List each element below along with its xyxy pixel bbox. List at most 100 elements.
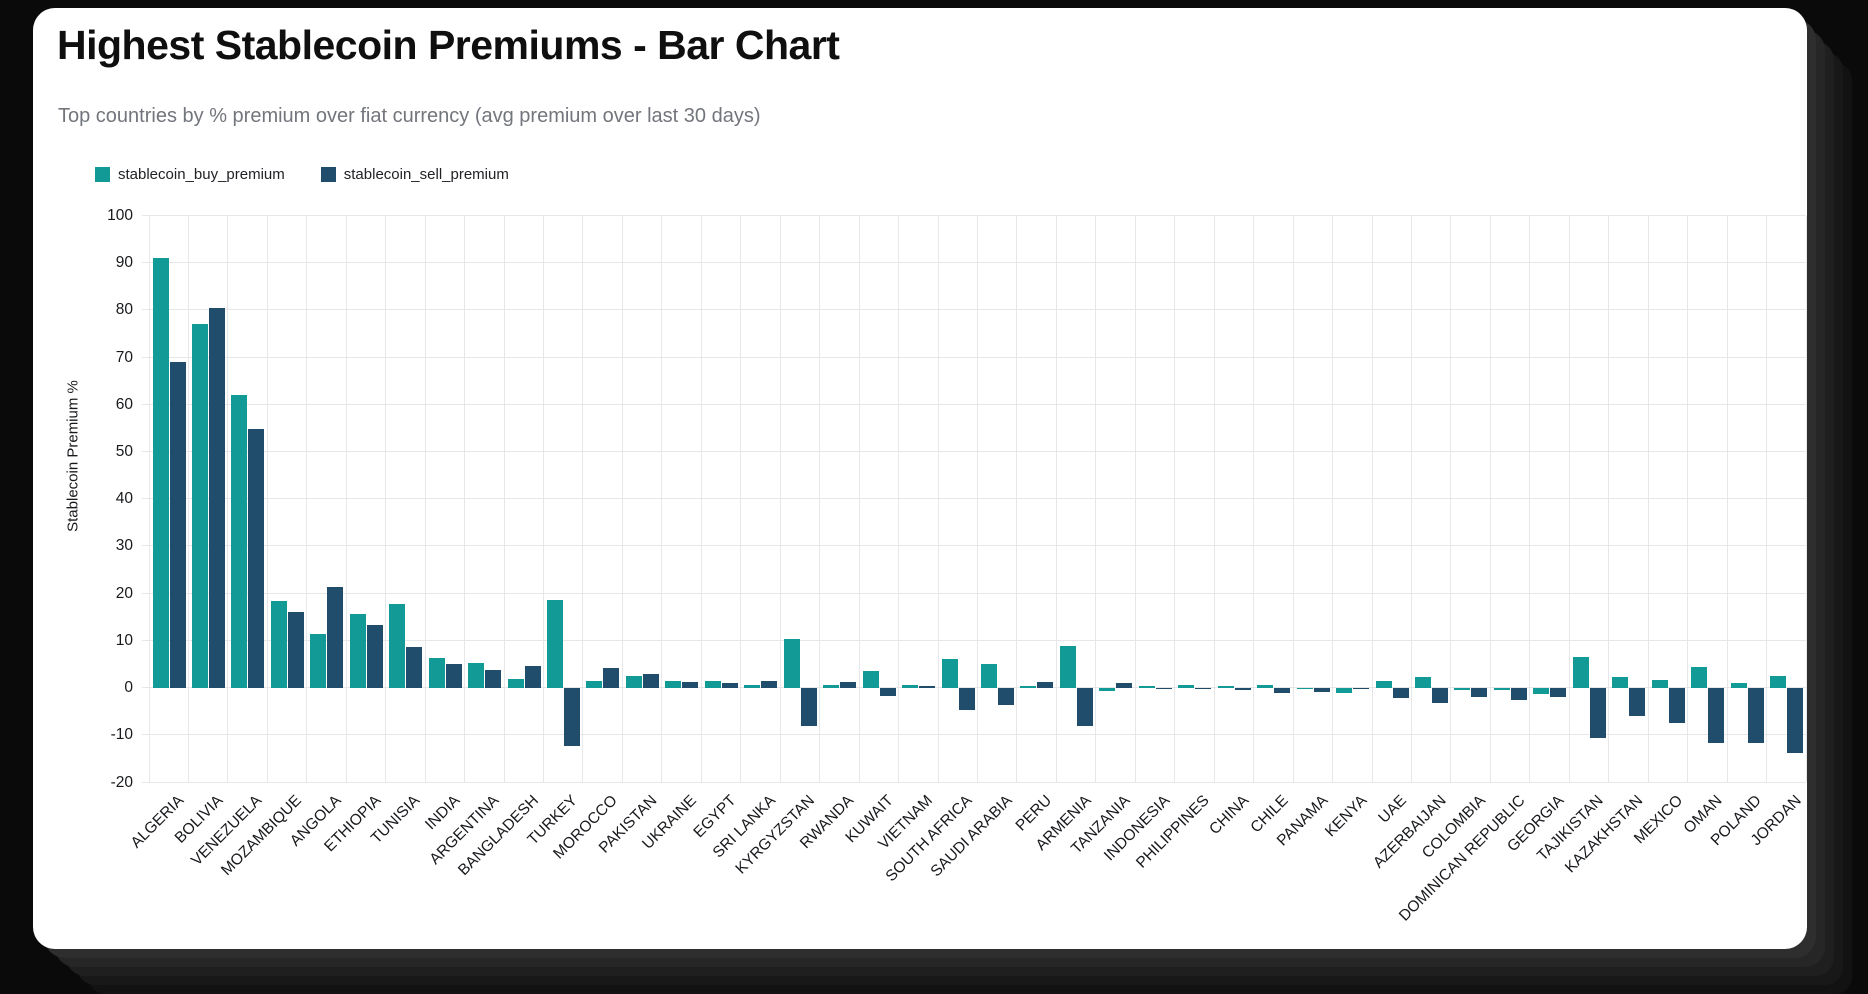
gridline-v-4 — [306, 215, 308, 782]
y-tick-label-40: 40 — [115, 490, 133, 508]
y-tick-mark-50 — [142, 451, 149, 453]
y-tick-mark-30 — [142, 545, 149, 547]
bar-buy-algeria — [152, 257, 169, 688]
gridline-v-39 — [1687, 215, 1689, 782]
bar-buy-philippines — [1178, 684, 1195, 688]
bar-chart: Stablecoin Premium % -20 -10 0 10 20 30 40 50 60… — [33, 8, 1807, 949]
gridline-v-29 — [1292, 215, 1294, 782]
legend-swatch-buy-icon — [95, 167, 110, 182]
bar-buy-jordan — [1770, 675, 1787, 688]
bar-buy-dominican-republic — [1493, 687, 1510, 690]
gridline-v-41 — [1766, 215, 1768, 782]
bar-sell-panama — [1313, 687, 1330, 693]
y-tick-label-60: 60 — [115, 395, 133, 413]
bar-buy-azerbaijan — [1414, 677, 1431, 688]
bar-sell-argentina — [485, 669, 502, 688]
bar-buy-india — [428, 658, 445, 688]
x-label-kenya: KENYA — [1321, 792, 1371, 841]
bar-sell-kyrgyzstan — [800, 687, 817, 726]
bar-sell-china — [1234, 687, 1251, 691]
bar-buy-tunisia — [389, 603, 406, 688]
gridline-v-26 — [1174, 215, 1176, 782]
y-tick-label-90: 90 — [115, 254, 133, 272]
y-tick-mark-70 — [142, 356, 149, 358]
legend-item-sell-premium[interactable]: stablecoin_sell_premium — [320, 166, 509, 183]
legend-swatch-sell-icon — [320, 167, 336, 182]
bar-buy-panama — [1296, 687, 1313, 689]
bar-buy-kazakhstan — [1612, 676, 1629, 688]
bar-buy-tajikistan — [1572, 656, 1589, 688]
bar-sell-mozambique — [287, 612, 304, 688]
bar-sell-jordan — [1787, 687, 1804, 754]
bar-sell-ethiopia — [366, 625, 383, 688]
chart-subtitle: Top countries by % premium over fiat cur… — [58, 105, 761, 127]
bar-sell-tunisia — [406, 646, 423, 688]
bar-buy-bolivia — [191, 324, 208, 688]
bar-buy-kyrgyzstan — [783, 639, 800, 688]
bar-buy-egypt — [704, 681, 721, 688]
y-tick-label--10: -10 — [110, 726, 133, 744]
y-tick-label-20: 20 — [115, 584, 133, 602]
bar-sell-rwanda — [840, 681, 857, 688]
y-tick-label-50: 50 — [115, 443, 133, 461]
y-tick-label-70: 70 — [115, 348, 133, 366]
gridline-v-16 — [779, 215, 781, 782]
bar-buy-tanzania — [1099, 687, 1116, 691]
bar-sell-indonesia — [1155, 687, 1172, 689]
gridline-v-5 — [345, 215, 347, 782]
bar-sell-egypt — [721, 683, 738, 688]
bar-buy-kenya — [1336, 687, 1353, 693]
gridline-v-38 — [1647, 215, 1649, 782]
bar-sell-georgia — [1550, 687, 1567, 698]
gridline-v-27 — [1213, 215, 1215, 782]
gridline-v-31 — [1371, 215, 1373, 782]
bar-buy-ethiopia — [349, 614, 366, 688]
gridline-v-1 — [187, 215, 189, 782]
gridline-v-17 — [819, 215, 821, 782]
bar-buy-turkey — [547, 599, 564, 688]
bar-buy-morocco — [586, 680, 603, 688]
bar-sell-bangladesh — [524, 665, 541, 688]
gridline-h--20 — [149, 781, 1806, 783]
bar-sell-uae — [1392, 687, 1409, 698]
y-tick-mark-90 — [142, 262, 149, 264]
bar-buy-rwanda — [823, 685, 840, 688]
bar-buy-bangladesh — [507, 679, 524, 688]
bar-sell-india — [445, 663, 462, 688]
bar-sell-kenya — [1353, 687, 1370, 689]
bar-sell-peru — [1037, 681, 1054, 688]
gridline-v-9 — [503, 215, 505, 782]
bar-buy-sri-lanka — [744, 684, 761, 688]
gridline-v-7 — [424, 215, 426, 782]
gridline-v-8 — [464, 215, 466, 782]
y-tick-mark--20 — [142, 781, 149, 783]
gridline-v-32 — [1410, 215, 1412, 782]
bar-sell-vietnam — [919, 685, 936, 688]
bar-sell-kuwait — [879, 687, 896, 697]
gridline-v-40 — [1726, 215, 1728, 782]
bar-sell-poland — [1747, 687, 1764, 744]
y-tick-mark-80 — [142, 309, 149, 311]
bar-sell-sri-lanka — [761, 681, 778, 688]
y-tick-mark--10 — [142, 734, 149, 736]
gridline-v-30 — [1332, 215, 1334, 782]
gridline-v-23 — [1055, 215, 1057, 782]
gridline-v-18 — [858, 215, 860, 782]
bar-buy-peru — [1020, 686, 1037, 688]
legend-label-buy: stablecoin_buy_premium — [118, 166, 285, 183]
bar-buy-angola — [310, 634, 327, 688]
gridline-v-20 — [937, 215, 939, 782]
gridline-v-37 — [1608, 215, 1610, 782]
bar-buy-kuwait — [862, 671, 879, 688]
gridline-v-0 — [148, 215, 150, 782]
bar-sell-morocco — [603, 667, 620, 688]
bar-buy-mexico — [1651, 679, 1668, 688]
gridline-v-6 — [385, 215, 387, 782]
bar-buy-oman — [1691, 667, 1708, 688]
bar-sell-colombia — [1471, 687, 1488, 698]
y-tick-mark-40 — [142, 498, 149, 500]
bar-buy-argentina — [468, 662, 485, 688]
legend-item-buy-premium[interactable]: stablecoin_buy_premium — [95, 166, 285, 183]
gridline-v-13 — [661, 215, 663, 782]
x-label-uae: UAE — [1375, 792, 1410, 827]
